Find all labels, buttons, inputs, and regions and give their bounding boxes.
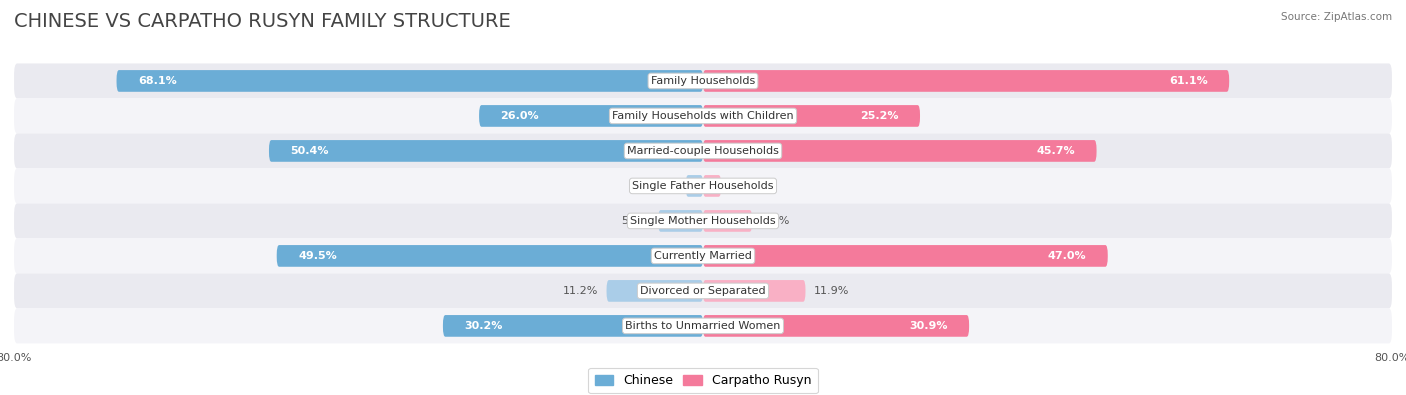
- FancyBboxPatch shape: [277, 245, 703, 267]
- Text: Family Households: Family Households: [651, 76, 755, 86]
- FancyBboxPatch shape: [703, 315, 969, 337]
- FancyBboxPatch shape: [14, 308, 1392, 343]
- FancyBboxPatch shape: [703, 175, 721, 197]
- FancyBboxPatch shape: [14, 98, 1392, 134]
- FancyBboxPatch shape: [14, 168, 1392, 203]
- FancyBboxPatch shape: [658, 210, 703, 232]
- Text: Currently Married: Currently Married: [654, 251, 752, 261]
- FancyBboxPatch shape: [703, 105, 920, 127]
- Text: Family Households with Children: Family Households with Children: [612, 111, 794, 121]
- FancyBboxPatch shape: [14, 239, 1392, 273]
- Text: 5.7%: 5.7%: [761, 216, 789, 226]
- FancyBboxPatch shape: [703, 70, 1229, 92]
- Text: 45.7%: 45.7%: [1036, 146, 1076, 156]
- Text: Divorced or Separated: Divorced or Separated: [640, 286, 766, 296]
- Text: 49.5%: 49.5%: [298, 251, 337, 261]
- Text: 5.2%: 5.2%: [621, 216, 650, 226]
- Text: 61.1%: 61.1%: [1168, 76, 1208, 86]
- Text: Single Mother Households: Single Mother Households: [630, 216, 776, 226]
- Legend: Chinese, Carpatho Rusyn: Chinese, Carpatho Rusyn: [588, 368, 818, 393]
- Text: 26.0%: 26.0%: [501, 111, 540, 121]
- Text: Married-couple Households: Married-couple Households: [627, 146, 779, 156]
- FancyBboxPatch shape: [703, 140, 1097, 162]
- Text: Single Father Households: Single Father Households: [633, 181, 773, 191]
- FancyBboxPatch shape: [703, 280, 806, 302]
- FancyBboxPatch shape: [443, 315, 703, 337]
- Text: CHINESE VS CARPATHO RUSYN FAMILY STRUCTURE: CHINESE VS CARPATHO RUSYN FAMILY STRUCTU…: [14, 12, 510, 31]
- FancyBboxPatch shape: [269, 140, 703, 162]
- FancyBboxPatch shape: [479, 105, 703, 127]
- Text: 47.0%: 47.0%: [1047, 251, 1087, 261]
- FancyBboxPatch shape: [703, 245, 1108, 267]
- Text: 2.0%: 2.0%: [648, 181, 678, 191]
- FancyBboxPatch shape: [14, 64, 1392, 98]
- Text: 50.4%: 50.4%: [291, 146, 329, 156]
- FancyBboxPatch shape: [14, 134, 1392, 168]
- Text: 68.1%: 68.1%: [138, 76, 177, 86]
- FancyBboxPatch shape: [14, 203, 1392, 239]
- Text: 2.1%: 2.1%: [730, 181, 758, 191]
- FancyBboxPatch shape: [703, 210, 752, 232]
- Text: Source: ZipAtlas.com: Source: ZipAtlas.com: [1281, 12, 1392, 22]
- Text: 30.2%: 30.2%: [464, 321, 503, 331]
- Text: 11.2%: 11.2%: [562, 286, 598, 296]
- FancyBboxPatch shape: [14, 273, 1392, 308]
- Text: Births to Unmarried Women: Births to Unmarried Women: [626, 321, 780, 331]
- FancyBboxPatch shape: [686, 175, 703, 197]
- Text: 11.9%: 11.9%: [814, 286, 849, 296]
- Text: 30.9%: 30.9%: [910, 321, 948, 331]
- FancyBboxPatch shape: [606, 280, 703, 302]
- FancyBboxPatch shape: [117, 70, 703, 92]
- Text: 25.2%: 25.2%: [860, 111, 898, 121]
